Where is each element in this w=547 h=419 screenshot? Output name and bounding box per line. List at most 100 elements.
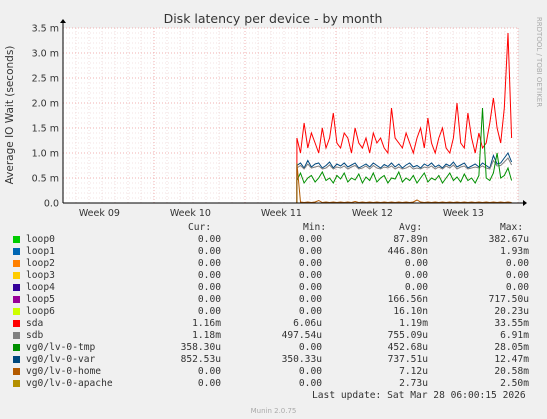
legend-avg-value: 452.68u bbox=[387, 342, 428, 353]
legend-series-name: loop5 bbox=[26, 294, 55, 305]
y-tick-label: 3.5 m bbox=[32, 24, 59, 35]
legend-avg-value: 166.56n bbox=[387, 294, 428, 305]
x-axis-ticks: Week 09 Week 10 Week 11 Week 12 Week 13 bbox=[79, 208, 484, 219]
legend-min-value: 0.00 bbox=[298, 378, 322, 389]
y-tick-label: 2.5 m bbox=[32, 74, 59, 85]
legend-row: loop5 0.00 0.00 166.56n 717.50u bbox=[13, 294, 543, 306]
axes bbox=[60, 19, 527, 206]
legend-avg-value: 0.00 bbox=[404, 270, 428, 281]
legend-swatch bbox=[13, 260, 20, 267]
legend-swatch bbox=[13, 344, 20, 351]
legend-min-value: 497.54u bbox=[281, 330, 322, 341]
legend-row: vg0/lv-0-tmp 358.30u 0.00 452.68u 28.05m bbox=[13, 342, 543, 354]
legend-swatch bbox=[13, 380, 20, 387]
legend-header-min: Min: bbox=[303, 222, 327, 233]
legend-max-value: 1.93m bbox=[500, 246, 529, 257]
legend-series-name: loop0 bbox=[26, 234, 55, 245]
legend-cur-value: 0.00 bbox=[197, 378, 221, 389]
legend-max-value: 717.50u bbox=[488, 294, 529, 305]
legend-row: sda 1.16m 6.06u 1.19m 33.55m bbox=[13, 318, 543, 330]
legend-avg-value: 7.12u bbox=[399, 366, 428, 377]
legend-cur-value: 852.53u bbox=[180, 354, 221, 365]
chart-canvas: Disk latency per device - by month Avera… bbox=[4, 11, 543, 219]
legend-max-value: 0.00 bbox=[505, 282, 529, 293]
legend-cur-value: 0.00 bbox=[197, 282, 221, 293]
legend-cur-value: 0.00 bbox=[197, 294, 221, 305]
legend-cur-value: 0.00 bbox=[197, 306, 221, 317]
y-axis-arrow bbox=[60, 19, 66, 23]
legend-swatch bbox=[13, 332, 20, 339]
legend-swatch bbox=[13, 272, 20, 279]
legend-header-avg: Avg: bbox=[399, 222, 423, 233]
legend-series-name: vg0/lv-0-tmp bbox=[26, 342, 96, 353]
legend-max-value: 0.00 bbox=[505, 270, 529, 281]
legend-avg-value: 0.00 bbox=[404, 258, 428, 269]
legend-swatch bbox=[13, 296, 20, 303]
legend-min-value: 0.00 bbox=[298, 342, 322, 353]
legend-avg-value: 446.80n bbox=[387, 246, 428, 257]
legend-row: loop0 0.00 0.00 87.89n 382.67u bbox=[13, 234, 543, 246]
legend-cur-value: 358.30u bbox=[180, 342, 221, 353]
x-tick-label: Week 10 bbox=[170, 208, 211, 219]
legend-max-value: 12.47m bbox=[494, 354, 529, 365]
legend-cur-value: 0.00 bbox=[197, 234, 221, 245]
legend-row: loop1 0.00 0.00 446.80n 1.93m bbox=[13, 246, 543, 258]
legend-avg-value: 755.09u bbox=[387, 330, 428, 341]
series-line-sdb bbox=[296, 157, 513, 203]
legend-header: Cur: Min: Avg: Max: bbox=[13, 222, 543, 234]
legend-row: loop4 0.00 0.00 0.00 0.00 bbox=[13, 282, 543, 294]
legend-row: vg0/lv-0-var 852.53u 350.33u 737.51u 12.47m bbox=[13, 354, 543, 366]
legend-swatch bbox=[13, 248, 20, 255]
legend-series-name: vg0/lv-0-apache bbox=[26, 378, 113, 389]
y-tick-label: 0.0 bbox=[44, 199, 59, 210]
legend-min-value: 0.00 bbox=[298, 306, 322, 317]
legend-avg-value: 1.19m bbox=[399, 318, 428, 329]
last-update: Last update: Sat Mar 28 06:00:15 2026 bbox=[312, 390, 526, 401]
legend-series-name: loop4 bbox=[26, 282, 55, 293]
rrdtool-watermark: RRDTOOL / TOBI OETIKER bbox=[535, 17, 543, 107]
legend-series-name: loop1 bbox=[26, 246, 55, 257]
legend-min-value: 0.00 bbox=[298, 258, 322, 269]
plot-area bbox=[63, 28, 518, 203]
legend-max-value: 2.50m bbox=[500, 378, 529, 389]
legend-min-value: 0.00 bbox=[298, 294, 322, 305]
legend-min-value: 0.00 bbox=[298, 234, 322, 245]
x-tick-label: Week 13 bbox=[443, 208, 484, 219]
legend-row: vg0/lv-0-home 0.00 0.00 7.12u 20.58m bbox=[13, 366, 543, 378]
legend-row: loop3 0.00 0.00 0.00 0.00 bbox=[13, 270, 543, 282]
legend-max-value: 6.91m bbox=[500, 330, 529, 341]
y-tick-label: 0.5 m bbox=[32, 174, 59, 185]
legend-min-value: 0.00 bbox=[298, 282, 322, 293]
legend-series-name: sda bbox=[26, 318, 44, 329]
legend-min-value: 0.00 bbox=[298, 270, 322, 281]
legend-row: loop2 0.00 0.00 0.00 0.00 bbox=[13, 258, 543, 270]
y-axis-ticks: 0.0 0.5 m 1.0 m 1.5 m 2.0 m 2.5 m 3.0 m 3.5 m bbox=[32, 24, 59, 210]
x-tick-label: Week 12 bbox=[352, 208, 393, 219]
y-tick-label: 2.0 m bbox=[32, 99, 59, 110]
y-axis-label: Average IO Wait (seconds) bbox=[4, 46, 16, 185]
series-line-vg0-lv-0-var bbox=[296, 151, 513, 203]
legend-max-value: 20.23u bbox=[494, 306, 529, 317]
legend-series-name: loop3 bbox=[26, 270, 55, 281]
series-line-sda bbox=[296, 32, 513, 203]
legend-avg-value: 16.10n bbox=[393, 306, 428, 317]
legend-avg-value: 737.51u bbox=[387, 354, 428, 365]
y-tick-label: 1.0 m bbox=[32, 149, 59, 160]
legend-header-max: Max: bbox=[500, 222, 524, 233]
legend-cur-value: 1.16m bbox=[192, 318, 221, 329]
legend-min-value: 6.06u bbox=[293, 318, 322, 329]
legend-max-value: 382.67u bbox=[488, 234, 529, 245]
legend-cur-value: 0.00 bbox=[197, 270, 221, 281]
legend-min-value: 0.00 bbox=[298, 366, 322, 377]
legend-swatch bbox=[13, 320, 20, 327]
y-tick-label: 3.0 m bbox=[32, 49, 59, 60]
legend-cur-value: 1.18m bbox=[192, 330, 221, 341]
legend-swatch bbox=[13, 368, 20, 375]
x-axis-arrow bbox=[523, 200, 527, 206]
legend-series-name: loop6 bbox=[26, 306, 55, 317]
legend-cur-value: 0.00 bbox=[197, 366, 221, 377]
legend-min-value: 0.00 bbox=[298, 246, 322, 257]
chart-title: Disk latency per device - by month bbox=[164, 11, 383, 26]
grid bbox=[62, 27, 519, 204]
